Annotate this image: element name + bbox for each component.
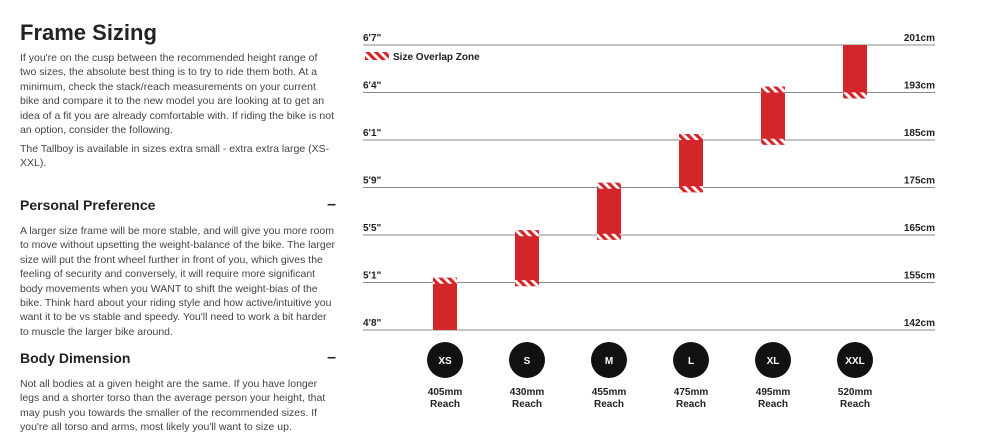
overlap-zone-top — [761, 86, 785, 93]
y-tick-label-imperial: 6'1" — [363, 128, 382, 139]
reach-value: 495mm — [756, 387, 791, 398]
size-range-bar — [843, 45, 867, 99]
y-tick-label-metric: 185cm — [904, 128, 935, 139]
size-badge — [509, 342, 545, 378]
reach-value: 455mm — [592, 387, 627, 398]
reach-value: 520mm — [838, 387, 873, 398]
personal-preference-header[interactable]: Personal Preference – — [20, 196, 336, 214]
overlap-zone-bottom — [597, 233, 621, 240]
y-tick-label-imperial: 5'1" — [363, 271, 382, 282]
collapse-icon[interactable]: – — [327, 349, 336, 366]
overlap-zone-bottom — [761, 138, 785, 145]
size-label: XS — [438, 356, 452, 367]
overlap-zone-bottom — [679, 186, 703, 193]
size-range-bar — [761, 86, 785, 145]
intro-paragraph: If you're on the cusp between the recomm… — [20, 52, 335, 137]
body-dimension-body: Not all bodies at a given height are the… — [20, 378, 326, 434]
y-tick-label-imperial: 6'4" — [363, 81, 382, 92]
size-range-bar — [597, 182, 621, 240]
reach-label: Reach — [840, 399, 870, 410]
y-tick-label-metric: 201cm — [904, 33, 935, 44]
size-chart: 6'7" 201cm 6'4" 193cm 6'1" 185cm 5'9" 175cm 5'5"… — [363, 33, 935, 410]
y-tick-label-metric: 142cm — [904, 318, 935, 329]
reach-label: Reach — [512, 399, 542, 410]
overlap-legend-swatch — [365, 52, 389, 60]
reach-value: 475mm — [674, 387, 709, 398]
overlap-zone-top — [433, 277, 457, 284]
reach-value: 405mm — [428, 387, 463, 398]
overlap-zone-bottom — [515, 280, 539, 287]
overlap-zone-top — [515, 230, 539, 237]
size-badge — [837, 342, 873, 378]
reach-label: Reach — [676, 399, 706, 410]
y-tick-label-imperial: 6'7" — [363, 33, 382, 44]
size-badge — [673, 342, 709, 378]
size-label: M — [605, 356, 613, 367]
section-title: Body Dimension — [20, 350, 131, 366]
y-tick-label-metric: 155cm — [904, 271, 935, 282]
size-label: XXL — [845, 356, 864, 367]
size-label: L — [688, 356, 694, 367]
page-title: Frame Sizing — [20, 20, 157, 45]
y-tick-label-metric: 175cm — [904, 176, 935, 187]
size-range-bar — [433, 277, 457, 330]
collapse-icon[interactable]: – — [327, 196, 336, 213]
y-tick-label-imperial: 5'5" — [363, 223, 382, 234]
legend-label: Size Overlap Zone — [393, 52, 480, 63]
overlap-zone-top — [679, 134, 703, 141]
y-tick-label-metric: 165cm — [904, 223, 935, 234]
size-label: S — [524, 356, 531, 367]
size-range-bar — [679, 134, 703, 193]
section-title: Personal Preference — [20, 197, 156, 213]
reach-label: Reach — [430, 399, 460, 410]
size-badge — [591, 342, 627, 378]
size-badge — [755, 342, 791, 378]
body-dimension-header[interactable]: Body Dimension – — [20, 349, 336, 367]
reach-value: 430mm — [510, 387, 545, 398]
reach-label: Reach — [758, 399, 788, 410]
y-tick-label-imperial: 4'8" — [363, 318, 382, 329]
size-range-bar — [515, 230, 539, 287]
availability-paragraph: The Tallboy is available in sizes extra … — [20, 143, 330, 170]
size-badge — [427, 342, 463, 378]
overlap-zone-bottom — [843, 92, 867, 99]
personal-preference-body: A larger size frame will be more stable,… — [20, 225, 335, 338]
size-label: XL — [767, 356, 780, 367]
y-tick-label-metric: 193cm — [904, 81, 935, 92]
overlap-zone-top — [597, 182, 621, 189]
reach-label: Reach — [594, 399, 624, 410]
y-tick-label-imperial: 5'9" — [363, 176, 382, 187]
